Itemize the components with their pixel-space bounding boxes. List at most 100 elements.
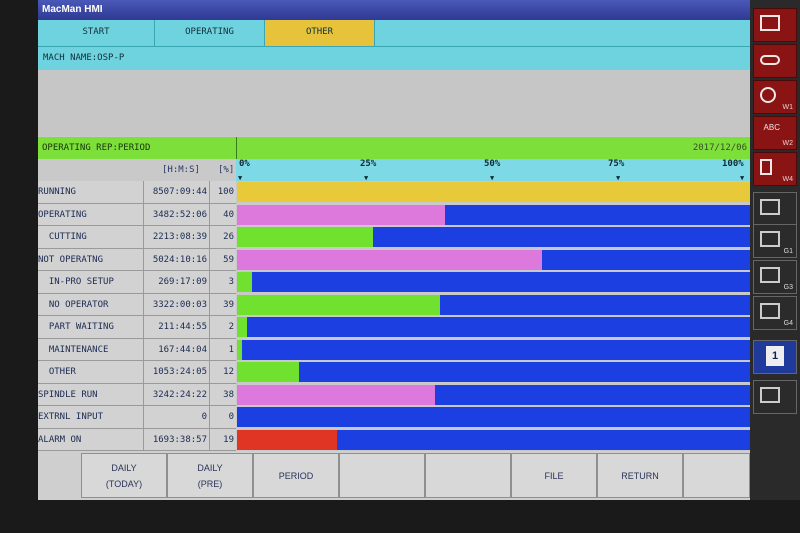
side-button-label: W1 [782, 104, 794, 111]
side-button-screen[interactable] [753, 192, 797, 226]
side-button-1[interactable] [753, 8, 797, 42]
bar-track [237, 384, 750, 405]
fkey-label: (PRE) [197, 478, 223, 489]
row-time: 1693:38:57 [143, 428, 209, 451]
row-percent: 26 [209, 226, 236, 249]
side-button-return[interactable] [753, 380, 797, 414]
table-row: OTHER 1053:24:05 12 [38, 361, 750, 384]
tick-marker-icon: ▼ [364, 174, 369, 182]
side-button-label: G1 [783, 248, 793, 255]
bar-track [237, 294, 750, 315]
return-icon [760, 387, 780, 403]
table-row: NO OPERATOR 3322:00:03 39 [38, 293, 750, 316]
bar-track [237, 429, 750, 450]
side-button-label: G4 [783, 320, 793, 327]
scale-tick-0: 0% [239, 159, 250, 169]
row-time: 3482:52:06 [143, 203, 209, 226]
screen-switch-icon [760, 199, 780, 215]
bar-track [237, 362, 750, 382]
row-label: ALARM ON [38, 428, 143, 451]
table-row: PART WAITING 211:44:55 2 [38, 316, 750, 339]
fkey-return[interactable]: RETURN [597, 453, 683, 498]
usage-bar [237, 317, 248, 337]
fkey-file[interactable]: FILE [511, 453, 597, 498]
fkey-spacer [38, 453, 81, 498]
percent-scale: 0% 25% 50% 75% 100% ▼ ▼ ▼ ▼ ▼ [236, 159, 750, 182]
fkey-blank-4[interactable] [339, 453, 425, 498]
window-title: MacMan HMI [38, 0, 750, 20]
row-percent: 2 [209, 316, 236, 339]
page-indicator[interactable]: 1 [753, 340, 797, 374]
blank-area [38, 70, 750, 136]
usage-bar [237, 362, 299, 382]
side-panel: W1 ABC W2 W4 G1 G3 G4 1 [750, 0, 800, 500]
fkey-daily-today[interactable]: DAILY (TODAY) [81, 453, 167, 498]
row-label: IN-PRO SETUP [38, 271, 143, 294]
bar-track [237, 204, 750, 225]
row-percent: 59 [209, 248, 236, 271]
tab-bar: START OPERATING OTHER [38, 20, 750, 46]
row-time: 0 [143, 406, 209, 429]
row-percent: 40 [209, 203, 236, 226]
tab-other[interactable]: OTHER [265, 20, 375, 46]
tick-marker-icon: ▼ [616, 174, 621, 182]
row-time: 167:44:04 [143, 338, 209, 361]
fkey-label: DAILY [111, 462, 137, 473]
fkey-label: PERIOD [278, 470, 314, 481]
page-number: 1 [766, 346, 784, 366]
fkey-label: RETURN [621, 470, 659, 481]
row-percent: 100 [209, 181, 236, 204]
row-label: NO OPERATOR [38, 293, 143, 316]
bar-track [237, 407, 750, 427]
fkey-blank-5[interactable] [425, 453, 511, 498]
usage-bar [237, 249, 543, 270]
table-row: MAINTENANCE 167:44:04 1 [38, 338, 750, 361]
table-row: ALARM ON 1693:38:57 19 [38, 428, 750, 451]
percent-unit-header: [%] [218, 165, 235, 175]
table-row: CUTTING 2213:08:39 26 [38, 226, 750, 249]
row-percent: 12 [209, 361, 236, 384]
fkey-daily-pre[interactable]: DAILY (PRE) [167, 453, 253, 498]
usage-bar [237, 384, 435, 405]
bar-track [237, 339, 750, 360]
row-label: SPINDLE RUN [38, 383, 143, 406]
calculator-icon [760, 267, 780, 283]
side-button-g4[interactable]: G4 [753, 296, 797, 330]
row-time: 3242:24:22 [143, 383, 209, 406]
row-time: 2213:08:39 [143, 226, 209, 249]
side-button-w4[interactable]: W4 [753, 152, 797, 186]
row-label: OPERATING [38, 203, 143, 226]
side-button-g1[interactable]: G1 [753, 224, 797, 258]
tab-start[interactable]: START [38, 20, 155, 46]
row-label: OTHER [38, 361, 143, 384]
row-time: 5024:10:16 [143, 248, 209, 271]
usage-bar [237, 294, 440, 315]
report-title: OPERATING REP:PERIOD [42, 143, 151, 153]
scale-tick-25: 25% [360, 159, 377, 169]
usage-bar [237, 272, 253, 292]
grid-icon [760, 231, 780, 247]
side-button-w1[interactable]: W1 [753, 80, 797, 114]
fkey-blank-8[interactable] [683, 453, 750, 498]
row-time: 8507:09:44 [143, 181, 209, 204]
keypad-icon [760, 303, 780, 319]
scale-tick-50: 50% [484, 159, 501, 169]
row-label: CUTTING [38, 226, 143, 249]
row-label: EXTRNL INPUT [38, 406, 143, 429]
fkey-period[interactable]: PERIOD [253, 453, 339, 498]
side-button-2[interactable] [753, 44, 797, 78]
side-button-g3[interactable]: G3 [753, 260, 797, 294]
scale-tick-100: 100% [722, 159, 744, 169]
hmi-screen: MacMan HMI START OPERATING OTHER MACH NA… [38, 0, 750, 500]
row-percent: 19 [209, 428, 236, 451]
side-button-w2[interactable]: ABC W2 [753, 116, 797, 150]
function-key-bar: DAILY (TODAY) DAILY (PRE) PERIOD FILE RE… [38, 451, 750, 500]
bar-track [237, 249, 750, 270]
row-time: 269:17:09 [143, 271, 209, 294]
header-divider [236, 137, 237, 159]
tab-operating[interactable]: OPERATING [155, 20, 265, 46]
fkey-label: (TODAY) [105, 478, 143, 489]
row-percent: 1 [209, 338, 236, 361]
side-button-label: W2 [782, 140, 794, 147]
time-unit-header: [H:M:S] [162, 165, 200, 175]
